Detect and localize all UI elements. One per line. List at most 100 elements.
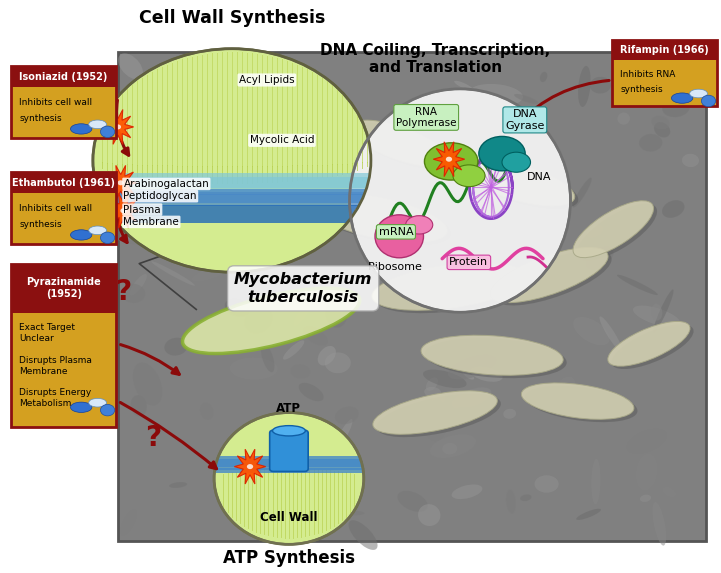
- FancyBboxPatch shape: [11, 66, 116, 138]
- Ellipse shape: [425, 338, 567, 378]
- Ellipse shape: [71, 124, 92, 134]
- Ellipse shape: [639, 134, 663, 152]
- Text: Arabinogalactan: Arabinogalactan: [123, 179, 209, 189]
- Ellipse shape: [398, 125, 431, 149]
- Text: Pyrazinamide
(1952): Pyrazinamide (1952): [26, 277, 101, 299]
- Ellipse shape: [663, 73, 694, 94]
- Ellipse shape: [406, 215, 433, 234]
- Text: Inhibits RNA: Inhibits RNA: [620, 70, 676, 79]
- Ellipse shape: [154, 145, 183, 180]
- Ellipse shape: [133, 363, 162, 406]
- Ellipse shape: [273, 101, 319, 109]
- Text: Rifampin (1966): Rifampin (1966): [620, 45, 709, 55]
- Ellipse shape: [600, 383, 637, 398]
- Text: Unclear: Unclear: [19, 334, 54, 343]
- Ellipse shape: [304, 327, 328, 346]
- Ellipse shape: [653, 289, 673, 332]
- Ellipse shape: [89, 226, 107, 235]
- Ellipse shape: [151, 261, 195, 286]
- Ellipse shape: [283, 340, 304, 360]
- Text: synthesis: synthesis: [620, 85, 663, 94]
- Ellipse shape: [230, 250, 277, 271]
- Ellipse shape: [430, 434, 476, 458]
- Ellipse shape: [557, 376, 575, 394]
- Ellipse shape: [466, 161, 575, 206]
- Ellipse shape: [572, 178, 592, 207]
- Ellipse shape: [599, 316, 622, 352]
- Text: ATP: ATP: [276, 402, 301, 415]
- Ellipse shape: [479, 168, 525, 195]
- Ellipse shape: [640, 494, 651, 502]
- Ellipse shape: [573, 317, 610, 346]
- Text: Acyl Lipids: Acyl Lipids: [239, 75, 295, 85]
- Ellipse shape: [71, 230, 92, 240]
- Text: mRNA: mRNA: [379, 227, 413, 237]
- Ellipse shape: [514, 94, 539, 104]
- Ellipse shape: [236, 512, 278, 530]
- Ellipse shape: [325, 352, 351, 373]
- FancyBboxPatch shape: [216, 462, 362, 468]
- Ellipse shape: [662, 200, 684, 218]
- Text: DNA Coiling, Transcription,
and Translation: DNA Coiling, Transcription, and Translat…: [320, 43, 550, 76]
- Ellipse shape: [258, 108, 276, 116]
- Ellipse shape: [118, 53, 143, 79]
- Ellipse shape: [469, 84, 523, 106]
- Ellipse shape: [573, 201, 653, 258]
- Ellipse shape: [169, 482, 187, 488]
- Ellipse shape: [565, 269, 598, 303]
- Text: ?: ?: [115, 278, 131, 306]
- Text: DNA
Gyrase: DNA Gyrase: [505, 109, 544, 131]
- Ellipse shape: [89, 398, 107, 407]
- Ellipse shape: [525, 386, 637, 422]
- Text: Isoniazid (1952): Isoniazid (1952): [19, 72, 108, 81]
- Ellipse shape: [122, 284, 145, 303]
- Ellipse shape: [520, 494, 531, 501]
- Ellipse shape: [451, 387, 492, 409]
- Ellipse shape: [689, 89, 707, 98]
- Ellipse shape: [451, 484, 482, 499]
- Text: Disrupts Energy: Disrupts Energy: [19, 388, 92, 398]
- Ellipse shape: [120, 329, 138, 340]
- Circle shape: [100, 232, 115, 244]
- Ellipse shape: [653, 502, 666, 545]
- Ellipse shape: [671, 93, 693, 103]
- FancyBboxPatch shape: [112, 214, 353, 219]
- Ellipse shape: [682, 154, 699, 167]
- Ellipse shape: [540, 72, 547, 82]
- Ellipse shape: [417, 100, 451, 119]
- Text: Inhibits cell wall: Inhibits cell wall: [19, 97, 92, 107]
- Ellipse shape: [271, 527, 294, 540]
- Ellipse shape: [354, 187, 368, 215]
- Ellipse shape: [279, 466, 306, 486]
- Ellipse shape: [200, 402, 213, 420]
- Polygon shape: [433, 142, 464, 176]
- Circle shape: [100, 126, 115, 138]
- FancyBboxPatch shape: [11, 172, 116, 194]
- Text: RNA
Polymerase: RNA Polymerase: [396, 107, 456, 128]
- FancyBboxPatch shape: [270, 430, 308, 472]
- Ellipse shape: [140, 91, 166, 104]
- FancyBboxPatch shape: [94, 173, 369, 180]
- Ellipse shape: [307, 184, 335, 206]
- Ellipse shape: [192, 262, 236, 282]
- Ellipse shape: [611, 324, 694, 369]
- Ellipse shape: [230, 358, 278, 380]
- Text: Exact Target: Exact Target: [19, 323, 76, 332]
- Ellipse shape: [182, 288, 360, 354]
- Ellipse shape: [431, 394, 446, 406]
- Ellipse shape: [585, 246, 614, 269]
- Ellipse shape: [175, 214, 193, 227]
- Text: Inhibits cell wall: Inhibits cell wall: [19, 204, 92, 213]
- Ellipse shape: [332, 419, 353, 455]
- Ellipse shape: [442, 443, 457, 454]
- Ellipse shape: [448, 355, 497, 379]
- Ellipse shape: [350, 120, 448, 166]
- Circle shape: [118, 180, 124, 185]
- Ellipse shape: [454, 81, 473, 91]
- Ellipse shape: [116, 202, 143, 224]
- Text: Disrupts Plasma: Disrupts Plasma: [19, 356, 92, 364]
- Circle shape: [115, 124, 121, 129]
- Text: Mycolic Acid: Mycolic Acid: [249, 135, 314, 146]
- Text: Mycobacterium
tuberculosis: Mycobacterium tuberculosis: [234, 272, 372, 305]
- Text: Peptidoglycan: Peptidoglycan: [123, 191, 197, 201]
